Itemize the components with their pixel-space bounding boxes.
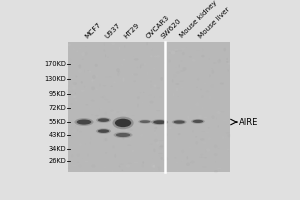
- Ellipse shape: [172, 120, 187, 125]
- Text: 55KD: 55KD: [48, 119, 66, 125]
- Text: SW620: SW620: [160, 17, 182, 39]
- Text: 43KD: 43KD: [48, 132, 66, 138]
- Ellipse shape: [113, 132, 133, 138]
- Text: 170KD: 170KD: [44, 61, 66, 67]
- Text: 95KD: 95KD: [48, 91, 66, 97]
- Ellipse shape: [96, 117, 111, 123]
- Text: Mouse kidney: Mouse kidney: [179, 0, 219, 39]
- Ellipse shape: [191, 119, 205, 124]
- Text: AIRE: AIRE: [238, 118, 258, 127]
- Ellipse shape: [98, 129, 109, 133]
- Ellipse shape: [193, 120, 203, 123]
- Text: MCF7: MCF7: [84, 21, 102, 39]
- Ellipse shape: [140, 120, 150, 123]
- Ellipse shape: [112, 117, 134, 129]
- Text: 72KD: 72KD: [48, 105, 66, 111]
- Ellipse shape: [96, 128, 111, 134]
- Text: 130KD: 130KD: [44, 76, 66, 82]
- Ellipse shape: [138, 120, 152, 124]
- Bar: [68, 42, 230, 172]
- Ellipse shape: [77, 119, 91, 125]
- Text: 34KD: 34KD: [48, 146, 66, 152]
- Text: U937: U937: [103, 22, 121, 39]
- Ellipse shape: [74, 118, 94, 126]
- Ellipse shape: [151, 119, 168, 125]
- Ellipse shape: [98, 118, 109, 122]
- Ellipse shape: [173, 120, 185, 124]
- Ellipse shape: [116, 133, 130, 137]
- Text: HT29: HT29: [123, 22, 141, 39]
- Text: OVCAR3: OVCAR3: [145, 14, 171, 39]
- Text: 26KD: 26KD: [48, 158, 66, 164]
- Ellipse shape: [153, 120, 166, 124]
- Ellipse shape: [115, 119, 131, 127]
- Text: Mouse liver: Mouse liver: [198, 6, 232, 39]
